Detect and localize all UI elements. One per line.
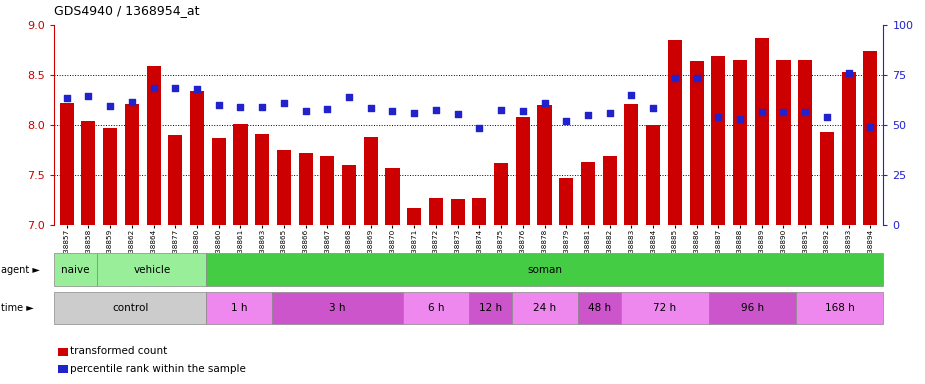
Bar <box>537 105 551 225</box>
Bar <box>168 135 182 225</box>
Bar <box>320 156 335 225</box>
Text: 12 h: 12 h <box>479 303 502 313</box>
Point <box>254 104 269 110</box>
Point <box>81 93 96 99</box>
Point <box>298 108 313 114</box>
Point <box>624 92 639 98</box>
Text: vehicle: vehicle <box>133 265 170 275</box>
Bar <box>255 134 269 225</box>
Bar <box>429 198 443 225</box>
Text: naive: naive <box>61 265 90 275</box>
Bar <box>711 56 725 225</box>
Text: 72 h: 72 h <box>653 303 676 313</box>
Point <box>776 109 791 115</box>
Bar <box>668 40 682 225</box>
Bar <box>689 61 704 225</box>
Bar <box>59 103 74 225</box>
Bar <box>81 121 95 225</box>
Point <box>863 124 878 130</box>
Bar <box>450 199 464 225</box>
Point <box>320 106 335 112</box>
Text: GDS4940 / 1368954_at: GDS4940 / 1368954_at <box>54 4 199 17</box>
Point <box>711 114 726 120</box>
Point <box>581 112 596 118</box>
Bar <box>473 198 487 225</box>
Point <box>820 114 834 120</box>
Bar <box>342 165 356 225</box>
Bar <box>299 153 313 225</box>
Bar <box>842 72 856 225</box>
Point <box>646 105 660 111</box>
Bar <box>516 117 530 225</box>
Bar <box>233 124 248 225</box>
Bar <box>646 125 660 225</box>
Text: agent ►: agent ► <box>1 265 40 275</box>
Bar <box>624 104 638 225</box>
Bar <box>407 208 421 225</box>
Point <box>689 75 704 81</box>
Point <box>277 100 291 106</box>
Point <box>841 70 856 76</box>
Bar <box>798 60 812 225</box>
Point <box>668 75 683 81</box>
Point <box>755 109 770 115</box>
Text: time ►: time ► <box>1 303 33 313</box>
Bar <box>494 163 508 225</box>
Bar <box>820 132 834 225</box>
Text: transformed count: transformed count <box>70 346 167 356</box>
Point <box>537 100 552 106</box>
Point <box>733 116 747 122</box>
Point <box>602 110 617 116</box>
Text: 3 h: 3 h <box>329 303 346 313</box>
Bar <box>560 178 574 225</box>
Bar <box>103 128 117 225</box>
Bar <box>125 104 139 225</box>
Point <box>233 104 248 110</box>
Text: 6 h: 6 h <box>427 303 444 313</box>
Bar <box>733 60 747 225</box>
Point <box>211 102 226 108</box>
Text: percentile rank within the sample: percentile rank within the sample <box>70 364 246 374</box>
Bar <box>386 168 400 225</box>
Point <box>190 86 204 92</box>
Point <box>125 99 140 105</box>
Bar <box>277 150 291 225</box>
Point <box>472 125 487 131</box>
Text: 96 h: 96 h <box>741 303 764 313</box>
Bar <box>581 162 595 225</box>
Text: 48 h: 48 h <box>588 303 611 313</box>
Bar <box>755 38 769 225</box>
Point <box>341 94 356 100</box>
Bar <box>190 91 204 225</box>
Bar <box>776 60 791 225</box>
Text: soman: soman <box>527 265 562 275</box>
Bar <box>212 138 226 225</box>
Text: 24 h: 24 h <box>534 303 557 313</box>
Point <box>59 95 74 101</box>
Point <box>146 85 161 91</box>
Point <box>385 108 400 114</box>
Text: 168 h: 168 h <box>825 303 855 313</box>
Point <box>797 109 812 115</box>
Point <box>364 105 378 111</box>
Bar <box>863 51 878 225</box>
Point <box>450 111 465 117</box>
Point <box>515 108 530 114</box>
Text: 1 h: 1 h <box>231 303 248 313</box>
Point <box>167 85 182 91</box>
Bar <box>364 137 377 225</box>
Point <box>494 107 509 113</box>
Bar <box>602 156 617 225</box>
Bar <box>146 66 161 225</box>
Point <box>103 103 117 109</box>
Point <box>407 110 422 116</box>
Text: control: control <box>112 303 148 313</box>
Point <box>428 107 443 113</box>
Point <box>559 118 574 124</box>
